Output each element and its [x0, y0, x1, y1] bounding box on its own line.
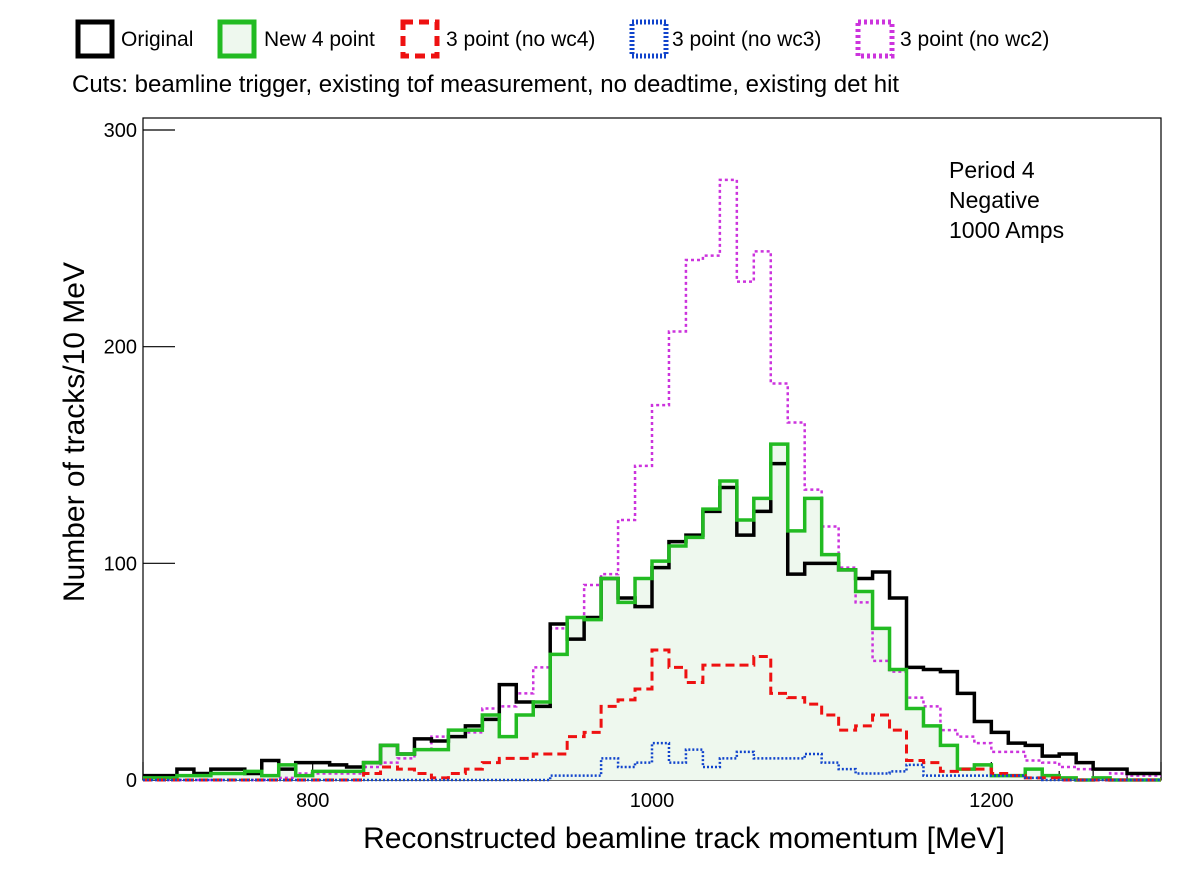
series-new-4-point-line: [143, 442, 1161, 782]
legend-label-original: Original: [121, 28, 193, 51]
legend: Original New 4 point 3 point (no wc4) 3 …: [75, 19, 1049, 59]
x-tick-label: 800: [296, 790, 329, 812]
y-axis-title: Number of tracks/10 MeV: [58, 262, 91, 602]
x-axis-title: Reconstructed beamline track momentum [M…: [363, 822, 1005, 855]
y-tick-label: 300: [104, 120, 137, 142]
legend-entry-no-wc3: 3 point (no wc3): [629, 19, 821, 59]
legend-swatch-no-wc3: [629, 19, 669, 59]
legend-entry-no-wc2: 3 point (no wc2): [855, 19, 1049, 59]
series-3-point-no-wc2-line: [143, 178, 1161, 782]
legend-label-no-wc4: 3 point (no wc4): [446, 28, 595, 51]
legend-label-new-4-point: New 4 point: [264, 28, 375, 51]
legend-swatch-no-wc4: [400, 19, 440, 59]
annotation-period: Period 4: [949, 157, 1035, 183]
legend-entry-new-4-point: New 4 point: [217, 19, 375, 59]
x-tick-label: 1000: [630, 790, 675, 812]
series-original-line: [143, 461, 1161, 778]
series-3-point-no-wc4-line: [143, 648, 1161, 782]
y-tick-label: 200: [104, 337, 137, 359]
legend-label-no-wc3: 3 point (no wc3): [672, 28, 821, 51]
legend-swatch-original: [75, 19, 115, 59]
annotation-polarity: Negative: [949, 187, 1040, 213]
legend-entry-original: Original: [75, 19, 193, 59]
series-layer: [143, 178, 1161, 782]
legend-entry-no-wc4: 3 point (no wc4): [400, 19, 595, 59]
y-tick-label: 100: [104, 553, 137, 575]
annotation-current: 1000 Amps: [949, 217, 1064, 243]
y-axis: 0 100 200 300: [104, 120, 175, 792]
legend-label-no-wc2: 3 point (no wc2): [900, 28, 1049, 51]
legend-swatch-no-wc2: [855, 19, 895, 59]
x-tick-label: 1200: [969, 790, 1014, 812]
legend-swatch-new-4-point: [217, 19, 257, 59]
y-tick-label: 0: [126, 770, 137, 792]
series-new-4-point-fill: [143, 444, 1161, 780]
cuts-text: Cuts: beamline trigger, existing tof mea…: [72, 71, 899, 98]
annotation: Period 4 Negative 1000 Amps: [949, 157, 1064, 243]
